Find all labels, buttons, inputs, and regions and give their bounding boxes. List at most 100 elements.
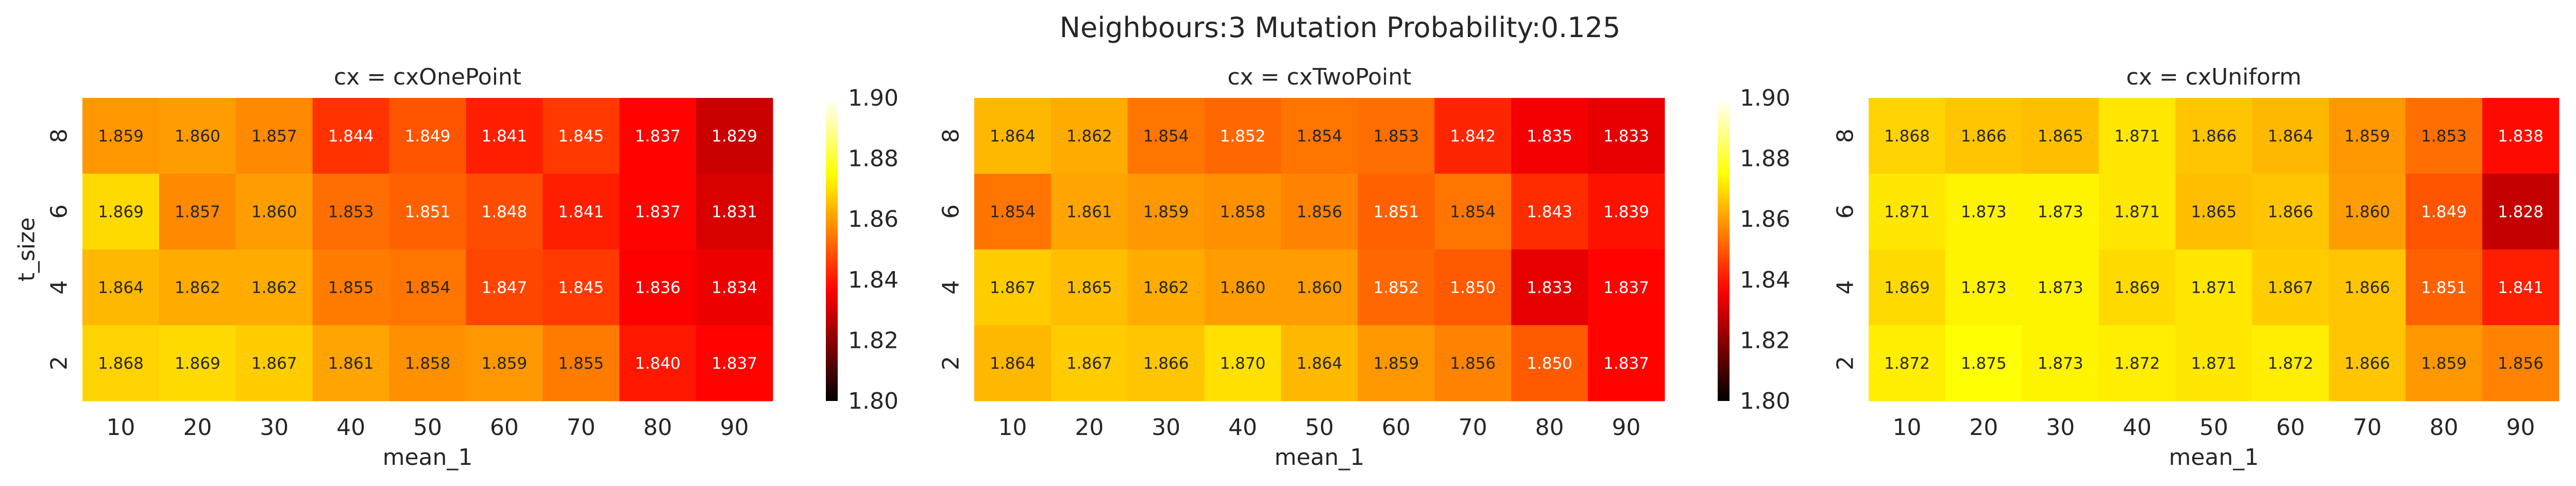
x-tick-label: 40 bbox=[1228, 414, 1257, 441]
heatmap-cell bbox=[619, 249, 697, 326]
heatmap-cell bbox=[1204, 249, 1282, 326]
x-tick-label: 80 bbox=[2430, 414, 2459, 441]
cell-value-label: 1.851 bbox=[1374, 203, 1419, 222]
heatmap-cell bbox=[974, 249, 1052, 326]
heatmap-cell bbox=[2252, 174, 2329, 250]
colorbar-gradient bbox=[1718, 98, 1730, 401]
heatmap-cell bbox=[235, 325, 313, 401]
heatmap-cell bbox=[2329, 325, 2406, 401]
cell-value-label: 1.871 bbox=[2191, 279, 2237, 297]
heatmap-cell bbox=[1869, 249, 1946, 326]
heatmap-cell bbox=[2329, 249, 2406, 326]
heatmap-cell bbox=[2175, 325, 2252, 401]
colorbar-tick-label: 1.86 bbox=[1740, 206, 1790, 232]
heatmap-cell bbox=[1945, 325, 2023, 401]
cell-value-label: 1.848 bbox=[482, 203, 528, 222]
heatmap-cell bbox=[1588, 174, 1665, 250]
cell-value-label: 1.836 bbox=[635, 279, 681, 297]
y-tick-label: 4 bbox=[46, 280, 73, 295]
colorbar-gradient bbox=[826, 98, 838, 401]
colorbar-tick-label: 1.90 bbox=[848, 85, 899, 111]
cell-value-label: 1.837 bbox=[1603, 355, 1649, 373]
heatmap-cell bbox=[2482, 98, 2560, 174]
heatmap-cell bbox=[1588, 98, 1665, 174]
cell-value-label: 1.862 bbox=[1143, 279, 1189, 297]
heatmap-cell bbox=[2482, 174, 2560, 250]
cell-value-label: 1.867 bbox=[1066, 355, 1112, 373]
heatmap-cell bbox=[2482, 249, 2560, 326]
heatmap-cell bbox=[1127, 98, 1205, 174]
colorbar: 1.80 1.82 1.84 1.86 1.88 1.90 bbox=[1718, 85, 1790, 414]
cell-value-label: 1.865 bbox=[1066, 279, 1112, 297]
heatmap-cell bbox=[389, 249, 466, 326]
cell-value-label: 1.853 bbox=[328, 203, 374, 222]
heatmap-cell bbox=[82, 325, 160, 401]
x-tick-label: 30 bbox=[1151, 414, 1180, 441]
cell-value-label: 1.841 bbox=[2498, 279, 2544, 297]
cell-value-label: 1.849 bbox=[405, 127, 451, 146]
heatmap-cell bbox=[1204, 174, 1282, 250]
cell-value-label: 1.844 bbox=[328, 127, 374, 146]
colorbar: 1.80 1.82 1.84 1.86 1.88 1.90 bbox=[826, 85, 899, 414]
cell-value-label: 1.854 bbox=[990, 203, 1036, 222]
cell-value-label: 1.858 bbox=[405, 355, 451, 373]
cell-value-label: 1.873 bbox=[2038, 203, 2083, 222]
heatmap-cell bbox=[543, 249, 620, 326]
cell-value-label: 1.850 bbox=[1527, 355, 1572, 373]
cell-value-label: 1.868 bbox=[98, 355, 144, 373]
cell-value-label: 1.870 bbox=[1220, 355, 1266, 373]
cell-value-label: 1.860 bbox=[251, 203, 297, 222]
cell-value-label: 1.849 bbox=[2421, 203, 2467, 222]
heatmap-cell bbox=[466, 325, 543, 401]
cell-value-label: 1.871 bbox=[1884, 203, 1930, 222]
heatmap-cell bbox=[2098, 249, 2176, 326]
heatmap-cell bbox=[1281, 98, 1358, 174]
y-tick-label: 8 bbox=[46, 129, 73, 143]
heatmap-cell bbox=[1358, 325, 1435, 401]
cell-value-label: 1.869 bbox=[2114, 279, 2160, 297]
x-tick-label: 60 bbox=[1382, 414, 1411, 441]
cell-value-label: 1.873 bbox=[1961, 203, 2007, 222]
heatmap-cell bbox=[1050, 174, 1128, 250]
cell-value-label: 1.840 bbox=[635, 355, 681, 373]
cell-value-label: 1.867 bbox=[990, 279, 1036, 297]
x-axis-label: mean_1 bbox=[383, 444, 473, 471]
cell-value-label: 1.857 bbox=[251, 127, 297, 146]
heatmap-cell bbox=[159, 98, 236, 174]
y-tick-label: 8 bbox=[1833, 129, 1859, 143]
heatmap-cell bbox=[312, 98, 390, 174]
heatmap-cell bbox=[1050, 249, 1128, 326]
heatmap-cell bbox=[1204, 98, 1282, 174]
heatmap-cell bbox=[1434, 325, 1512, 401]
cell-value-label: 1.855 bbox=[328, 279, 374, 297]
cell-value-label: 1.862 bbox=[251, 279, 297, 297]
heatmap-cell bbox=[696, 249, 773, 326]
colorbar-tick-label: 1.86 bbox=[848, 206, 899, 232]
cell-value-label: 1.833 bbox=[1603, 127, 1649, 146]
cell-value-label: 1.859 bbox=[1143, 203, 1189, 222]
x-tick-label: 50 bbox=[1305, 414, 1334, 441]
colorbar-tick-label: 1.80 bbox=[1740, 388, 1790, 414]
heatmap-cell bbox=[82, 249, 160, 326]
cell-value-label: 1.865 bbox=[2191, 203, 2237, 222]
y-tick-label: 2 bbox=[938, 356, 964, 371]
cell-value-label: 1.871 bbox=[2114, 127, 2160, 146]
heatmap-cell bbox=[2022, 174, 2099, 250]
cell-value-label: 1.841 bbox=[482, 127, 528, 146]
cell-value-label: 1.859 bbox=[2421, 355, 2467, 373]
colorbar-tick-label: 1.82 bbox=[1740, 327, 1790, 354]
heatmap-cell bbox=[1869, 98, 1946, 174]
cell-value-label: 1.852 bbox=[1220, 127, 1266, 146]
cell-value-label: 1.864 bbox=[990, 355, 1036, 373]
figure-title: Neighbours:3 Mutation Probability:0.125 bbox=[1060, 11, 1621, 44]
cell-value-label: 1.854 bbox=[1143, 127, 1189, 146]
cell-value-label: 1.852 bbox=[1374, 279, 1419, 297]
heatmap-cell bbox=[543, 98, 620, 174]
cell-value-label: 1.858 bbox=[1220, 203, 1266, 222]
heatmap-cell bbox=[543, 174, 620, 250]
y-tick-label: 8 bbox=[938, 129, 964, 143]
heatmap-cell bbox=[235, 98, 313, 174]
heatmap-cell bbox=[1511, 174, 1588, 250]
